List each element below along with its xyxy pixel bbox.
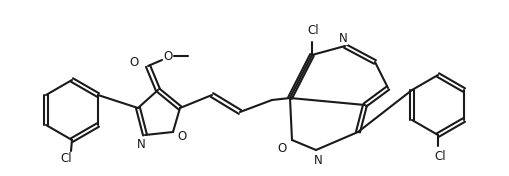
Text: O: O xyxy=(177,130,187,143)
Text: N: N xyxy=(338,32,347,45)
Text: Cl: Cl xyxy=(434,149,446,162)
Text: Cl: Cl xyxy=(60,152,72,165)
Text: N: N xyxy=(314,153,322,166)
Text: O: O xyxy=(163,49,173,62)
Text: N: N xyxy=(136,137,146,150)
Text: Cl: Cl xyxy=(307,24,319,36)
Text: O: O xyxy=(129,56,138,70)
Text: O: O xyxy=(277,142,287,155)
